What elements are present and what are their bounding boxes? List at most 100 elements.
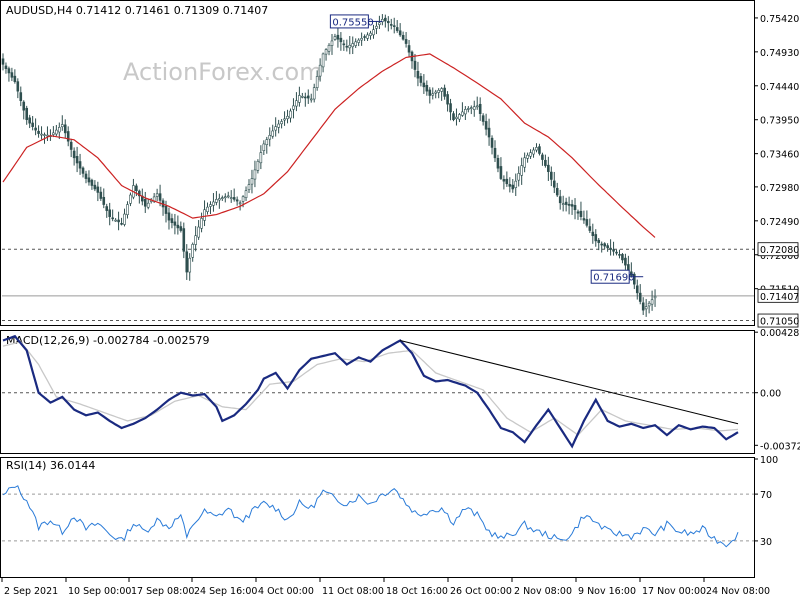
candle-body — [253, 169, 257, 180]
candle-body — [22, 101, 26, 111]
macd-signal-line — [2, 341, 739, 436]
candle-body — [176, 224, 180, 229]
candle-body — [229, 197, 233, 199]
candle-body — [618, 254, 621, 256]
candle-body — [96, 186, 100, 193]
candle-body — [425, 85, 429, 92]
price-tag-box-2 — [757, 313, 799, 328]
macd-main-line — [2, 334, 739, 449]
candle-body — [102, 196, 106, 205]
symbol-header: AUDUSD,H4 0.71412 0.71461 0.71309 0.7140… — [6, 4, 268, 17]
candle-body — [84, 173, 88, 179]
candle-body — [301, 96, 304, 98]
candle-body — [437, 89, 440, 93]
candle-body — [372, 29, 375, 36]
time-tick-label: 17 Nov 00:00 — [642, 586, 706, 597]
time-tick-label: 9 Nov 16:00 — [578, 586, 636, 597]
candle-body — [69, 141, 73, 150]
candle-body — [552, 180, 556, 188]
candle-body — [218, 198, 221, 201]
candle-body — [579, 210, 583, 217]
candle-body — [339, 37, 343, 43]
candle-body — [600, 243, 603, 246]
time-tick-label: 24 Sep 16:00 — [194, 586, 257, 597]
candle-body — [87, 177, 91, 183]
ma-line — [2, 53, 656, 238]
candle-body — [289, 110, 292, 119]
time-axis: 2 Sep 2021 10 Sep 00:00 17 Sep 08:00 24 Sep… — [1, 578, 770, 597]
candle-body — [173, 221, 177, 226]
candle-body — [505, 178, 509, 185]
candle-body — [232, 197, 236, 200]
time-tick-label: 24 Nov 08:00 — [706, 586, 770, 597]
candle-body — [108, 209, 111, 217]
candle-body — [117, 219, 120, 223]
rsi-line — [2, 485, 739, 548]
candle-body — [366, 34, 369, 39]
candle-body — [200, 218, 203, 229]
price-tick-label: 0.72000 — [760, 251, 799, 262]
candle-body — [52, 132, 55, 135]
candle-body — [206, 206, 209, 212]
candle-body — [544, 159, 547, 166]
candle-body — [624, 257, 627, 266]
candle-body — [286, 115, 289, 120]
candle-body — [401, 35, 405, 40]
price-tag-label-1: 0.71407 — [760, 292, 799, 303]
candle-body — [99, 191, 103, 199]
rsi-tick-label: 30 — [760, 537, 772, 548]
price-tag-label-0: 0.72080 — [760, 245, 799, 256]
candle-body — [170, 218, 174, 224]
candle-body — [351, 43, 355, 48]
candle-body — [573, 205, 577, 211]
candle-body — [461, 111, 464, 116]
candle-body — [262, 143, 266, 151]
candle-body — [591, 231, 595, 237]
candle-body — [277, 123, 280, 128]
candle-body — [375, 25, 378, 29]
rsi-title: RSI(14) 36.0144 — [6, 459, 95, 472]
time-tick-label: 18 Oct 16:00 — [386, 586, 448, 597]
candle-body — [280, 121, 283, 125]
candle-body — [315, 76, 319, 88]
candle-body — [630, 271, 633, 276]
candle-body — [389, 24, 393, 26]
candle-body — [570, 204, 574, 207]
candle-body — [464, 109, 467, 115]
candle-body — [327, 44, 331, 52]
candle-body — [66, 131, 70, 142]
candle-body — [259, 152, 263, 164]
candle-body — [348, 44, 352, 49]
candle-body — [449, 103, 452, 113]
candle-body — [330, 40, 334, 46]
candle-body — [241, 196, 245, 202]
candle-body — [395, 27, 399, 31]
candle-body — [478, 103, 482, 114]
candle-body — [146, 202, 150, 208]
annotation-box-1 — [590, 269, 630, 284]
candle-body — [615, 251, 618, 254]
candle-body — [407, 45, 411, 53]
candle-body — [256, 160, 260, 171]
macd-trendline — [400, 339, 739, 425]
candle-body — [34, 127, 37, 131]
rsi-axis: 100 70 30 — [754, 455, 778, 548]
price-tag-label-2: 0.71050 — [760, 317, 799, 328]
candle-body — [472, 106, 476, 110]
candle-body — [238, 202, 242, 205]
candle-body — [490, 137, 494, 148]
candle-body — [576, 211, 580, 214]
candle-body — [25, 107, 29, 121]
candle-body — [312, 87, 316, 100]
candle-body — [4, 65, 8, 69]
candle-body — [37, 130, 40, 134]
candle-body — [452, 113, 455, 121]
candle-body — [446, 94, 449, 105]
candle-body — [215, 199, 218, 203]
candle-body — [621, 254, 624, 261]
candle-body — [487, 127, 491, 138]
moving-average — [2, 53, 656, 238]
candle-body — [188, 257, 192, 273]
candle-body — [431, 93, 435, 96]
